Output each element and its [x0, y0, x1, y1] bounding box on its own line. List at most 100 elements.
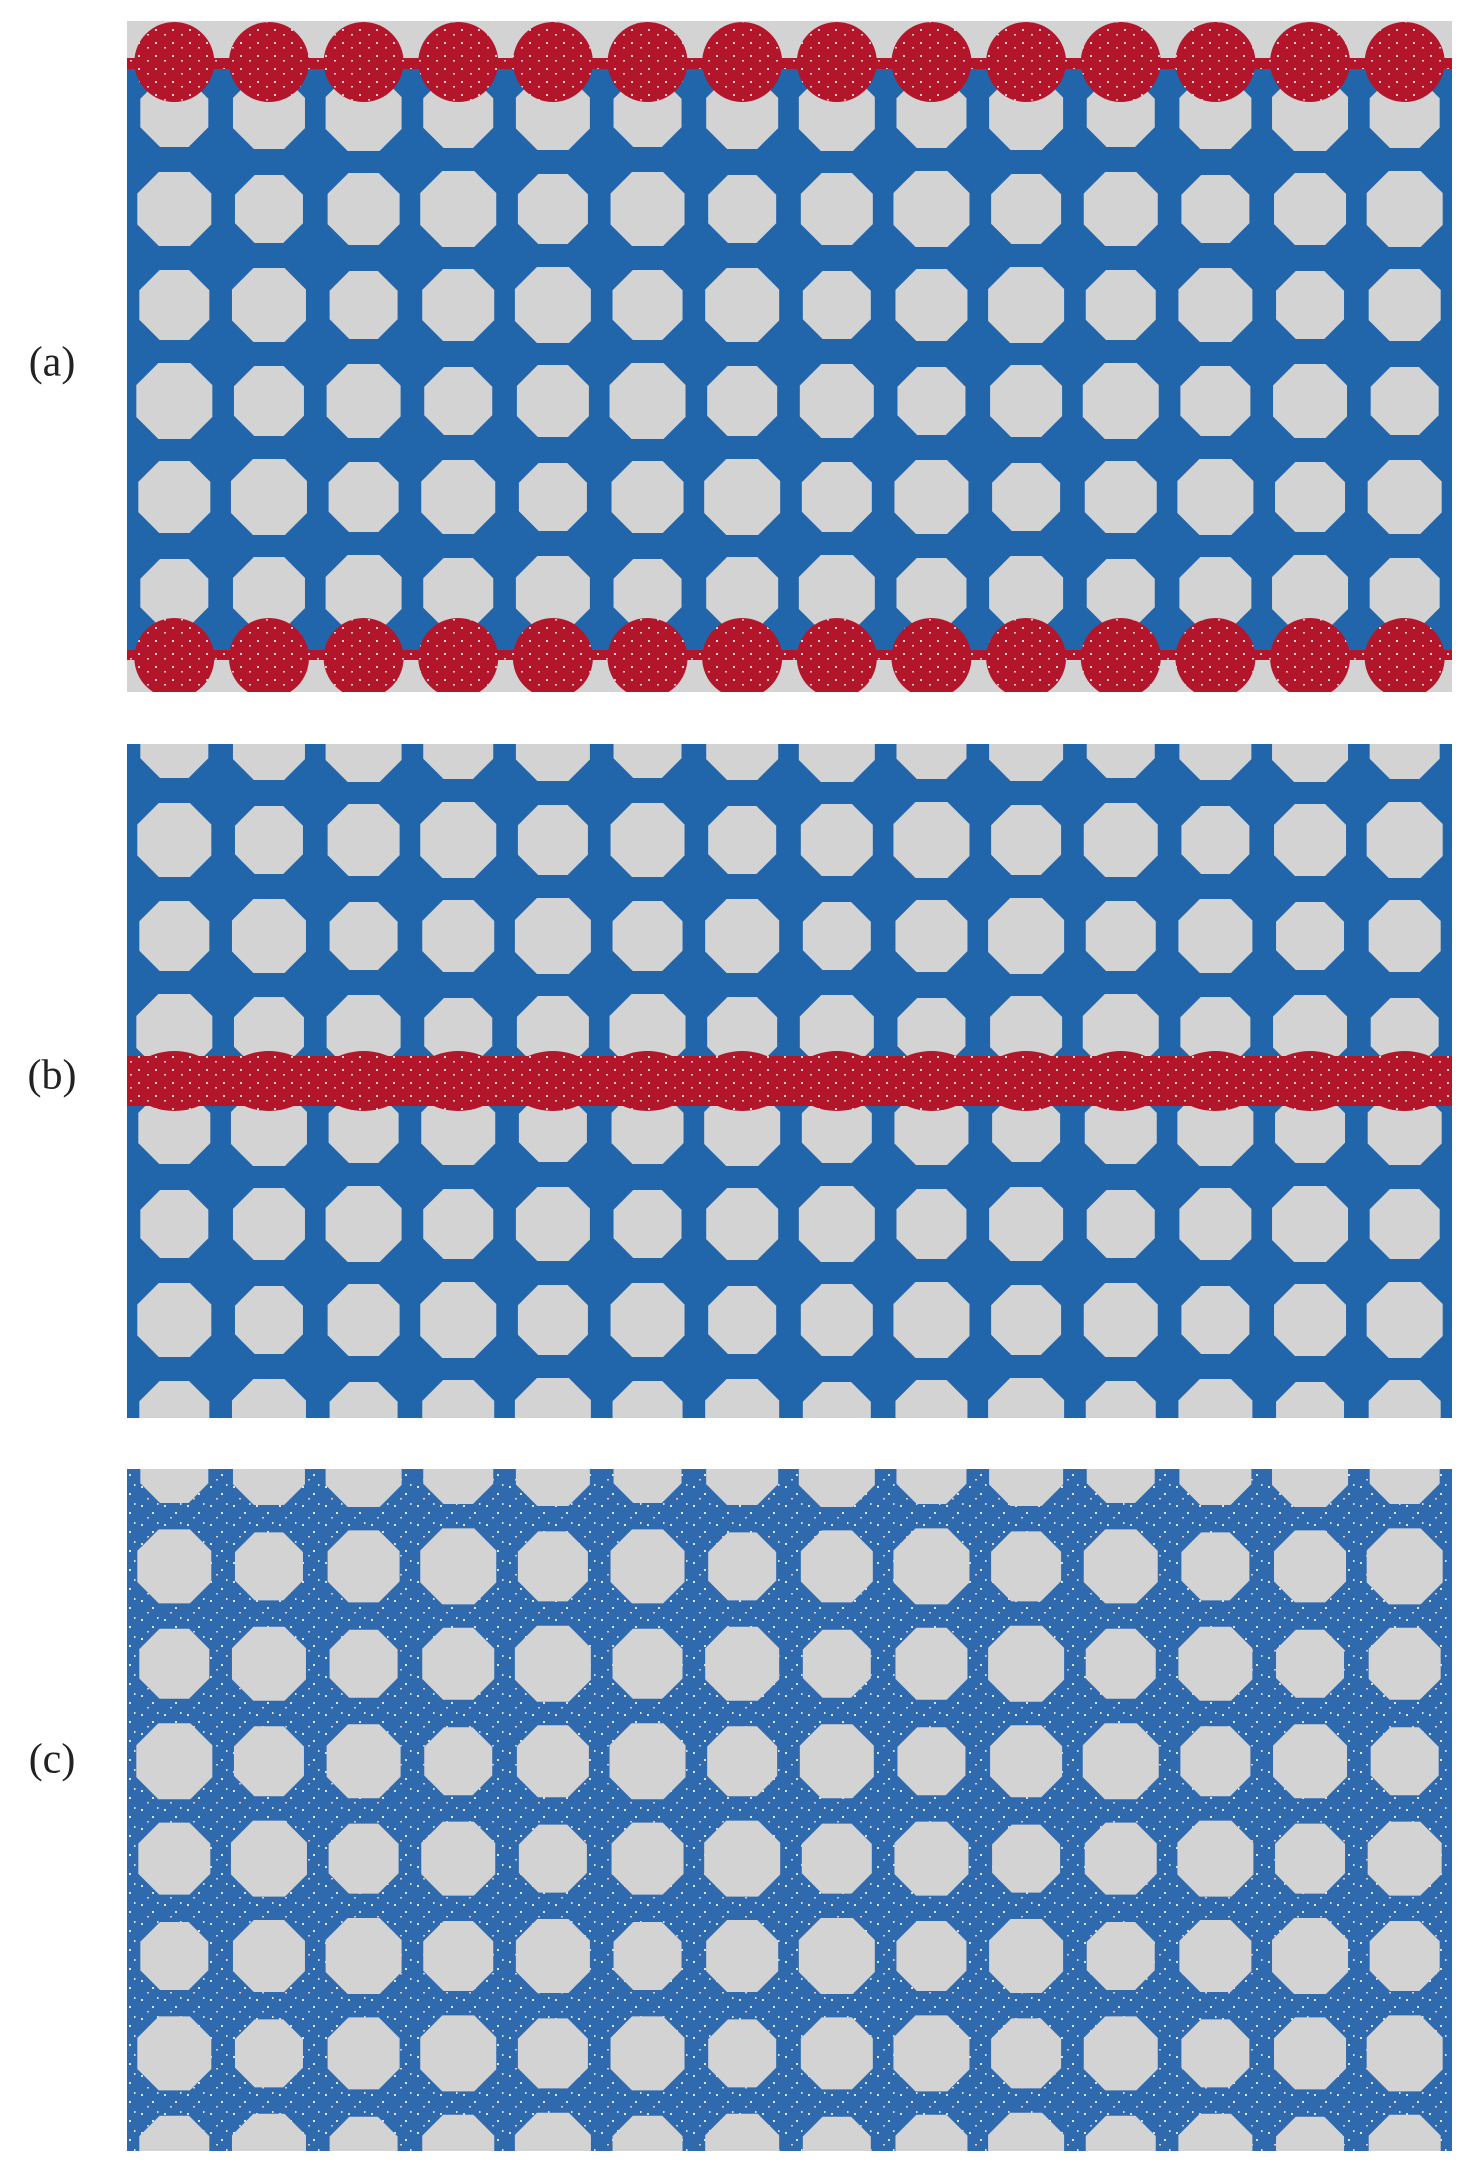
- pore: [138, 1822, 211, 1895]
- pore: [137, 803, 212, 877]
- pore: [1086, 1469, 1155, 1503]
- pore: [424, 367, 493, 435]
- pore: [138, 461, 211, 533]
- pore: [1086, 1922, 1155, 1990]
- red-bulge: [1171, 1051, 1260, 1111]
- pore: [707, 997, 778, 1067]
- pore: [234, 1286, 303, 1354]
- pore: [423, 744, 494, 779]
- pore: [895, 1380, 968, 1418]
- pore: [139, 1628, 210, 1699]
- pore: [140, 559, 209, 627]
- pore: [327, 804, 400, 876]
- pore: [613, 1469, 682, 1503]
- pore: [705, 268, 780, 342]
- pore: [230, 459, 307, 535]
- pore: [231, 1379, 306, 1418]
- pore: [328, 462, 399, 532]
- pore: [800, 173, 873, 245]
- pore: [1276, 2116, 1345, 2151]
- pore: [800, 804, 873, 876]
- pore: [140, 744, 209, 778]
- pore: [1086, 559, 1155, 627]
- pore: [233, 366, 304, 436]
- pore: [1367, 1821, 1442, 1896]
- pore: [802, 1382, 871, 1418]
- pore: [893, 1528, 970, 1605]
- pore: [1179, 744, 1252, 780]
- pore: [1274, 1284, 1347, 1356]
- pore: [894, 460, 969, 534]
- red-bulge: [982, 1051, 1071, 1111]
- pore: [612, 901, 683, 971]
- pore: [1369, 1189, 1440, 1259]
- pore: [1181, 2019, 1250, 2088]
- pore: [421, 1821, 496, 1896]
- pore: [801, 1093, 872, 1163]
- pore: [327, 2017, 400, 2090]
- pore: [706, 744, 779, 780]
- pore: [1177, 459, 1254, 535]
- pore: [1083, 803, 1158, 877]
- pore: [895, 900, 968, 972]
- pore: [1276, 1382, 1345, 1418]
- pore: [420, 1282, 497, 1358]
- pore: [895, 1627, 968, 1700]
- pore: [613, 559, 682, 627]
- red-strip: [127, 650, 1452, 660]
- pore: [991, 805, 1062, 875]
- pore: [421, 1091, 496, 1165]
- pore: [517, 174, 588, 244]
- pore: [1181, 175, 1250, 243]
- pore: [1178, 1626, 1253, 1701]
- pore: [516, 1725, 589, 1798]
- pore: [802, 1629, 871, 1698]
- pore: [1086, 1190, 1155, 1258]
- pore: [231, 268, 306, 342]
- red-bulge: [1360, 1051, 1449, 1111]
- pore: [799, 995, 874, 1069]
- pore: [233, 997, 304, 1067]
- pore: [992, 463, 1061, 531]
- pore: [609, 363, 686, 439]
- panel-label: (a): [29, 340, 76, 386]
- pore: [1179, 1188, 1252, 1260]
- pore: [232, 1469, 305, 1505]
- pore: [327, 173, 400, 245]
- pore: [990, 1725, 1063, 1798]
- pore: [896, 1921, 967, 1991]
- pore: [1272, 1918, 1349, 1994]
- pore: [609, 1723, 686, 1800]
- pore: [422, 2114, 495, 2151]
- pore: [328, 1093, 399, 1163]
- pore: [137, 1283, 212, 1357]
- pore: [1273, 1724, 1348, 1799]
- pore: [612, 2115, 683, 2151]
- pore: [610, 172, 685, 246]
- pore: [420, 802, 497, 878]
- pore: [1274, 1530, 1347, 1603]
- pore: [140, 1469, 209, 1503]
- pore: [1084, 461, 1157, 533]
- pore: [1181, 1286, 1250, 1354]
- pore: [894, 1821, 969, 1896]
- pore: [422, 900, 495, 972]
- pore: [704, 459, 781, 535]
- red-cap: [1364, 618, 1445, 692]
- red-bulge: [224, 1051, 313, 1111]
- pore: [893, 2015, 970, 2092]
- pore: [1275, 1093, 1346, 1163]
- pore: [1368, 2114, 1441, 2151]
- pore: [326, 364, 401, 438]
- pore: [515, 1187, 590, 1261]
- pore: [988, 1378, 1065, 1418]
- pore: [234, 2019, 303, 2088]
- pore: [990, 365, 1063, 437]
- pore: [140, 1190, 209, 1258]
- pore: [1272, 1469, 1349, 1507]
- red-cap: [1364, 22, 1445, 102]
- pore: [1367, 460, 1442, 534]
- pore: [325, 1469, 402, 1507]
- pore: [1274, 2017, 1347, 2090]
- pore: [1366, 2015, 1443, 2092]
